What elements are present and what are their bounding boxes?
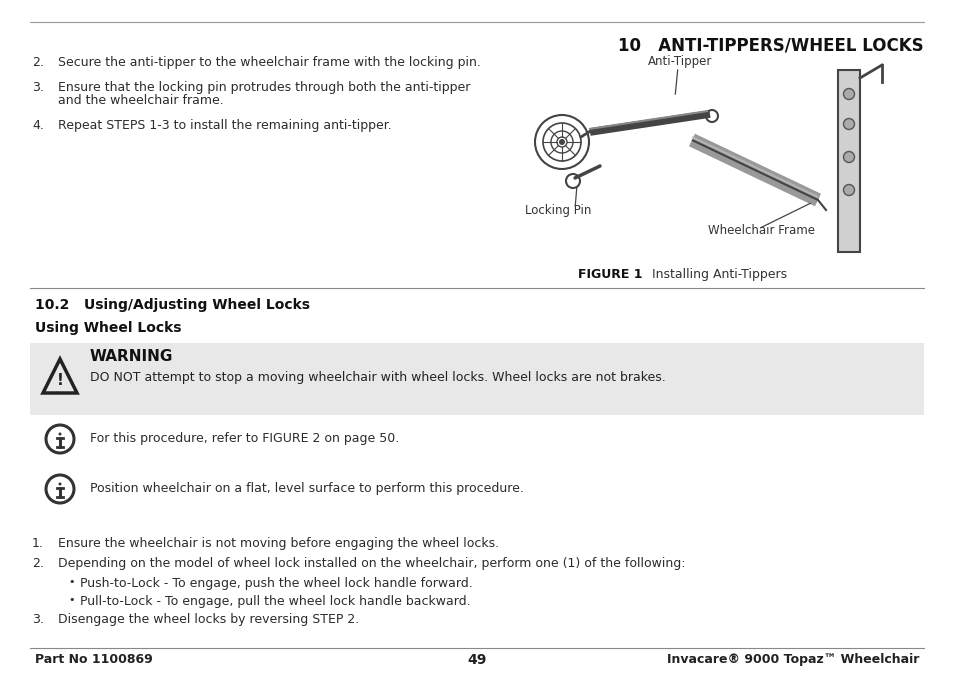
Text: Invacare® 9000 Topaz™ Wheelchair: Invacare® 9000 Topaz™ Wheelchair	[666, 653, 918, 666]
Circle shape	[842, 152, 854, 162]
Circle shape	[58, 483, 61, 485]
Text: Anti-Tipper: Anti-Tipper	[647, 55, 712, 68]
Text: 3.: 3.	[32, 613, 44, 626]
Text: Locking Pin: Locking Pin	[524, 204, 591, 217]
Text: 3.: 3.	[32, 81, 44, 94]
Text: 49: 49	[467, 653, 486, 667]
Circle shape	[558, 139, 564, 145]
Text: Depending on the model of wheel lock installed on the wheelchair, perform one (1: Depending on the model of wheel lock ins…	[58, 557, 685, 570]
Text: Installing Anti-Tippers: Installing Anti-Tippers	[636, 268, 786, 281]
Text: Repeat STEPS 1-3 to install the remaining anti-tipper.: Repeat STEPS 1-3 to install the remainin…	[58, 119, 392, 132]
Text: 2.: 2.	[32, 557, 44, 570]
Circle shape	[58, 433, 61, 435]
Text: Wheelchair Frame: Wheelchair Frame	[707, 224, 814, 237]
Text: 1.: 1.	[32, 537, 44, 550]
Text: Using Wheel Locks: Using Wheel Locks	[35, 321, 181, 335]
Text: Pull-to-Lock - To engage, pull the wheel lock handle backward.: Pull-to-Lock - To engage, pull the wheel…	[80, 595, 470, 608]
Text: For this procedure, refer to FIGURE 2 on page 50.: For this procedure, refer to FIGURE 2 on…	[90, 432, 399, 445]
Text: Disengage the wheel locks by reversing STEP 2.: Disengage the wheel locks by reversing S…	[58, 613, 359, 626]
Circle shape	[842, 88, 854, 100]
Text: •: •	[68, 577, 74, 587]
Text: WARNING: WARNING	[90, 349, 173, 364]
Text: 2.: 2.	[32, 56, 44, 69]
Text: Ensure that the locking pin protrudes through both the anti-tipper: Ensure that the locking pin protrudes th…	[58, 81, 470, 94]
Text: Ensure the wheelchair is not moving before engaging the wheel locks.: Ensure the wheelchair is not moving befo…	[58, 537, 498, 550]
FancyBboxPatch shape	[30, 343, 923, 415]
Circle shape	[842, 119, 854, 129]
Text: 4.: 4.	[32, 119, 44, 132]
Text: Position wheelchair on a flat, level surface to perform this procedure.: Position wheelchair on a flat, level sur…	[90, 482, 523, 495]
Text: Part No 1100869: Part No 1100869	[35, 653, 152, 666]
Text: Secure the anti-tipper to the wheelchair frame with the locking pin.: Secure the anti-tipper to the wheelchair…	[58, 56, 480, 69]
Circle shape	[842, 185, 854, 195]
Text: DO NOT attempt to stop a moving wheelchair with wheel locks. Wheel locks are not: DO NOT attempt to stop a moving wheelcha…	[90, 371, 665, 384]
Bar	[837, 70, 859, 252]
Text: 10   ANTI-TIPPERS/WHEEL LOCKS: 10 ANTI-TIPPERS/WHEEL LOCKS	[618, 36, 923, 54]
Text: and the wheelchair frame.: and the wheelchair frame.	[58, 94, 224, 107]
Text: FIGURE 1: FIGURE 1	[578, 268, 641, 281]
Text: Push-to-Lock - To engage, push the wheel lock handle forward.: Push-to-Lock - To engage, push the wheel…	[80, 577, 473, 590]
Text: •: •	[68, 595, 74, 605]
Text: 10.2   Using/Adjusting Wheel Locks: 10.2 Using/Adjusting Wheel Locks	[35, 298, 310, 312]
Text: !: !	[56, 373, 63, 388]
